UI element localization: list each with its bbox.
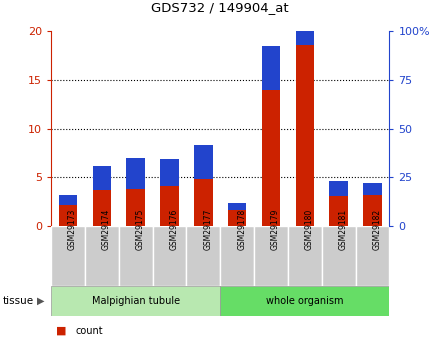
Text: ■: ■	[56, 326, 66, 336]
Bar	[194, 179, 213, 226]
Text: whole organism: whole organism	[266, 296, 344, 306]
Bar	[254, 226, 288, 286]
Bar	[295, 0, 314, 45]
Bar	[126, 189, 145, 226]
Bar	[59, 205, 77, 226]
Text: GSM29176: GSM29176	[170, 208, 178, 250]
Bar	[160, 159, 179, 186]
Bar	[288, 226, 322, 286]
Text: GSM29179: GSM29179	[271, 208, 280, 250]
Bar	[85, 226, 119, 286]
Bar	[153, 226, 186, 286]
Bar	[295, 45, 314, 226]
Text: GSM29181: GSM29181	[339, 208, 348, 249]
Bar	[220, 226, 254, 286]
Bar	[228, 210, 247, 226]
Bar	[228, 203, 247, 210]
Bar	[160, 186, 179, 226]
Bar	[322, 226, 356, 286]
Bar	[126, 158, 145, 189]
Text: GSM29175: GSM29175	[136, 208, 145, 250]
Bar	[262, 89, 280, 226]
Bar	[119, 226, 153, 286]
Bar	[262, 46, 280, 89]
Bar	[220, 286, 389, 316]
Bar	[51, 286, 220, 316]
Text: GSM29174: GSM29174	[102, 208, 111, 250]
Text: GDS732 / 149904_at: GDS732 / 149904_at	[151, 1, 289, 14]
Text: GSM29178: GSM29178	[237, 208, 246, 250]
Text: GSM29180: GSM29180	[305, 208, 314, 250]
Bar	[329, 196, 348, 226]
Text: tissue: tissue	[2, 296, 33, 306]
Bar	[363, 183, 382, 195]
Bar	[93, 166, 111, 190]
Bar	[363, 195, 382, 226]
Bar	[59, 195, 77, 205]
Text: Malpighian tubule: Malpighian tubule	[92, 296, 180, 306]
Text: GSM29173: GSM29173	[68, 208, 77, 250]
Text: GSM29182: GSM29182	[372, 208, 381, 249]
Bar	[356, 226, 389, 286]
Bar	[329, 181, 348, 196]
Bar	[93, 190, 111, 226]
Bar	[51, 226, 85, 286]
Text: count: count	[76, 326, 103, 336]
Text: ▶: ▶	[37, 296, 44, 306]
Bar	[194, 145, 213, 179]
Bar	[186, 226, 220, 286]
Text: GSM29177: GSM29177	[203, 208, 212, 250]
